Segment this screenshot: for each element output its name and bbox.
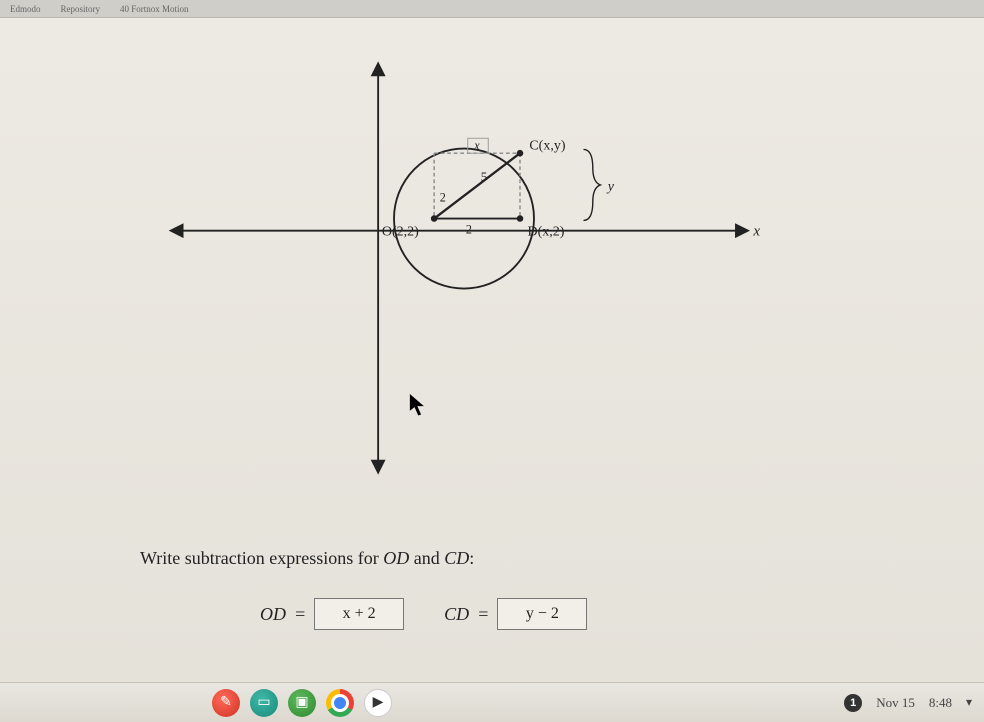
browser-tab[interactable]: 40 Fortnox Motion — [120, 4, 189, 14]
label-x-top: x — [473, 138, 480, 152]
x-axis-label: x — [752, 223, 760, 239]
equals-sign: = — [294, 604, 306, 625]
point-o — [431, 215, 438, 222]
od-answer-box[interactable]: x + 2 — [314, 598, 404, 630]
cursor-icon — [410, 394, 424, 415]
browser-tab-strip: Edmodo Repository 40 Fortnox Motion — [0, 0, 984, 18]
geometry-diagram: x O(2,2) D(x,2) C(x,y) 5 — [142, 58, 842, 478]
label-2-bottom: 2 — [466, 222, 472, 236]
point-o-label: O(2,2) — [382, 224, 419, 239]
chromeos-shelf: ✎ ▭ ▣ ▶ 1 Nov 15 8:48 ▾ — [0, 682, 984, 722]
answer-row: OD = x + 2 CD = y − 2 — [260, 598, 587, 630]
shelf-app-icon[interactable]: ▣ — [288, 689, 316, 717]
label-y-right: y — [606, 180, 615, 195]
od-label: OD — [260, 604, 286, 625]
shelf-app-icon[interactable]: ▭ — [250, 689, 278, 717]
wifi-icon[interactable]: ▾ — [966, 695, 972, 710]
page-content: x O(2,2) D(x,2) C(x,y) 5 — [0, 18, 984, 682]
browser-tab[interactable]: Edmodo — [10, 4, 41, 14]
equals-sign: = — [477, 604, 489, 625]
browser-tab[interactable]: Repository — [61, 4, 101, 14]
question-prompt: Write subtraction expressions for OD and… — [140, 548, 474, 569]
label-5: 5 — [481, 169, 488, 184]
point-d-label: D(x,2) — [527, 224, 564, 239]
play-store-icon[interactable]: ▶ — [364, 689, 392, 717]
shelf-app-icon[interactable]: ✎ — [212, 689, 240, 717]
cd-answer-box[interactable]: y − 2 — [497, 598, 587, 630]
shelf-date[interactable]: Nov 15 — [876, 695, 915, 711]
cd-label: CD — [444, 604, 469, 625]
point-c — [517, 150, 524, 157]
chrome-icon[interactable] — [326, 689, 354, 717]
notification-badge[interactable]: 1 — [844, 694, 862, 712]
oc-segment — [434, 153, 520, 218]
label-2-left: 2 — [440, 191, 446, 205]
point-c-label: C(x,y) — [529, 138, 566, 153]
brace-y — [583, 149, 600, 220]
point-d — [517, 215, 524, 222]
shelf-time[interactable]: 8:48 — [929, 695, 952, 711]
